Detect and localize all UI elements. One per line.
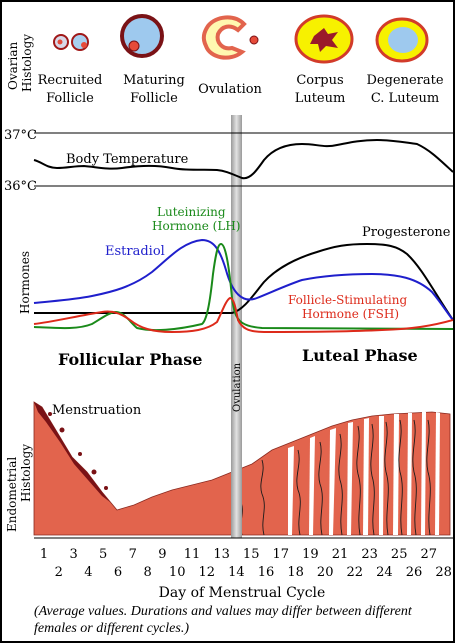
recruited-follicle-icon — [53, 33, 89, 51]
spiral-arteries — [238, 419, 431, 536]
day-label-12: 12 — [199, 565, 216, 580]
day-label-5: 5 — [99, 547, 107, 562]
day-label-26: 26 — [406, 565, 423, 580]
day-label-25: 25 — [391, 547, 408, 562]
day-label-4: 4 — [84, 565, 92, 580]
odd-day-labels: 1 3 5 7 9 11 13 15 17 19 21 23 25 27 — [40, 547, 437, 562]
fsh-curve — [33, 296, 453, 334]
day-label-15: 15 — [243, 547, 260, 562]
day-label-13: 13 — [213, 547, 230, 562]
day-label-6: 6 — [114, 565, 122, 580]
stage-degenerate-line2: C. Luteum — [371, 91, 439, 106]
day-label-23: 23 — [361, 547, 378, 562]
day-label-27: 27 — [421, 547, 438, 562]
menstrual-shedding — [34, 402, 110, 502]
endometrial-side-label-2: Histology — [19, 444, 33, 502]
ovulation-icon — [201, 15, 259, 60]
day-label-10: 10 — [169, 565, 186, 580]
lh-curve — [33, 242, 453, 332]
ovulation-vertical-label: Ovulation — [232, 362, 243, 412]
follicular-phase-label: Follicular Phase — [58, 350, 202, 369]
stage-maturing-line1: Maturing — [123, 73, 185, 88]
day-label-16: 16 — [258, 565, 275, 580]
hormones-side-label: Hormones — [18, 251, 32, 314]
day-label-14: 14 — [228, 565, 245, 580]
degenerate-corpus-luteum-icon — [375, 17, 429, 63]
body-temperature-label: Body Temperature — [66, 152, 189, 167]
endometrial-glands — [288, 412, 440, 535]
day-axis-title: Day of Menstrual Cycle — [159, 585, 326, 601]
endometrial-side-label-1: Endometrial — [5, 457, 19, 532]
temp-36-label: 36°C — [4, 179, 37, 194]
day-label-24: 24 — [376, 565, 393, 580]
estradiol-label: Estradiol — [105, 244, 165, 259]
progesterone-curve — [34, 242, 453, 321]
maturing-follicle-icon — [120, 14, 164, 58]
day-label-2: 2 — [55, 565, 63, 580]
day-label-3: 3 — [69, 547, 77, 562]
day-label-17: 17 — [273, 547, 290, 562]
day-label-11: 11 — [184, 547, 201, 562]
lh-label-line2: Hormone (LH) — [152, 219, 240, 233]
progesterone-label: Progesterone — [362, 225, 451, 240]
body-temperature-curve — [33, 138, 453, 180]
day-label-8: 8 — [143, 565, 151, 580]
ovarian-side-label-1: Ovarian — [6, 42, 20, 91]
day-label-7: 7 — [129, 547, 137, 562]
stage-ovulation-line1: Ovulation — [198, 82, 262, 97]
luteal-phase-label: Luteal Phase — [302, 346, 418, 365]
stage-maturing-line2: Follicle — [130, 91, 178, 106]
stage-recruited-line2: Follicle — [46, 91, 94, 106]
fsh-label-line1: Follicle-Stimulating — [288, 293, 407, 307]
menstrual-shedding-fragments — [48, 412, 108, 490]
ovarian-side-label-2: Histology — [20, 34, 34, 92]
stage-recruited-line1: Recruited — [38, 73, 103, 88]
temp-37-label: 37°C — [4, 128, 37, 143]
estradiol-curve — [33, 238, 453, 321]
caption-note: (Average values. Durations and values ma… — [34, 604, 412, 636]
stage-degenerate-line1: Degenerate — [366, 73, 443, 88]
day-label-9: 9 — [158, 547, 166, 562]
corpus-luteum-icon — [294, 14, 354, 64]
day-label-1: 1 — [40, 547, 48, 562]
day-label-28: 28 — [435, 565, 452, 580]
ovulation-bar — [231, 115, 242, 538]
lh-label-line1: Luteinizing — [157, 205, 226, 219]
menstruation-label: Menstruation — [52, 403, 142, 418]
stage-corpus-line1: Corpus — [296, 73, 343, 88]
day-label-19: 19 — [302, 547, 319, 562]
day-label-22: 22 — [347, 565, 364, 580]
day-label-18: 18 — [287, 565, 304, 580]
day-label-21: 21 — [332, 547, 349, 562]
day-label-20: 20 — [317, 565, 334, 580]
stage-corpus-line2: Luteum — [295, 91, 346, 106]
even-day-labels: 2 4 6 8 10 12 14 16 18 20 22 24 26 28 — [55, 565, 452, 580]
fsh-label-line2: Hormone (FSH) — [302, 307, 399, 321]
